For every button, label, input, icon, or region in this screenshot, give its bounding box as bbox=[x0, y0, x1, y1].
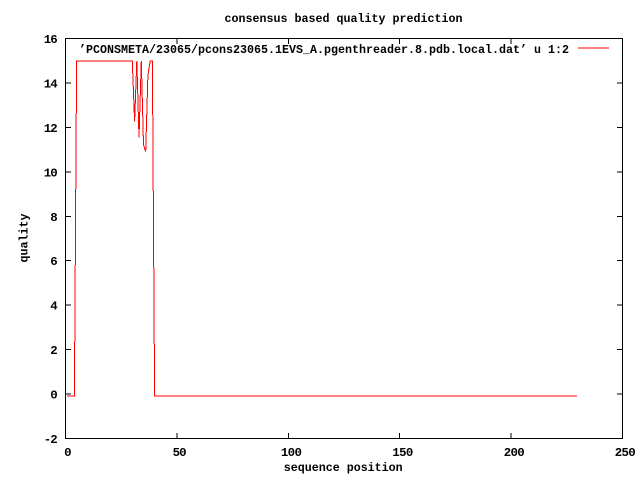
svg-text:’PCONSMETA/23065/pcons23065.1E: ’PCONSMETA/23065/pcons23065.1EVS_A.pgent… bbox=[79, 43, 569, 57]
svg-text:8: 8 bbox=[50, 211, 57, 225]
svg-text:quality: quality bbox=[17, 213, 31, 263]
svg-text:14: 14 bbox=[44, 77, 59, 91]
svg-text:0: 0 bbox=[64, 446, 71, 460]
svg-text:50: 50 bbox=[173, 446, 187, 460]
svg-text:16: 16 bbox=[44, 33, 58, 47]
svg-text:6: 6 bbox=[50, 255, 57, 269]
svg-text:0: 0 bbox=[50, 389, 57, 403]
svg-text:4: 4 bbox=[50, 300, 58, 314]
svg-text:consensus based quality predic: consensus based quality prediction bbox=[225, 12, 463, 26]
svg-text:10: 10 bbox=[44, 166, 58, 180]
svg-text:2: 2 bbox=[50, 344, 57, 358]
svg-text:sequence position: sequence position bbox=[284, 461, 403, 475]
svg-text:200: 200 bbox=[504, 446, 525, 460]
svg-text:250: 250 bbox=[615, 446, 636, 460]
svg-text:150: 150 bbox=[392, 446, 413, 460]
svg-text:100: 100 bbox=[281, 446, 302, 460]
svg-text:12: 12 bbox=[44, 122, 58, 136]
svg-text:-2: -2 bbox=[44, 433, 58, 447]
